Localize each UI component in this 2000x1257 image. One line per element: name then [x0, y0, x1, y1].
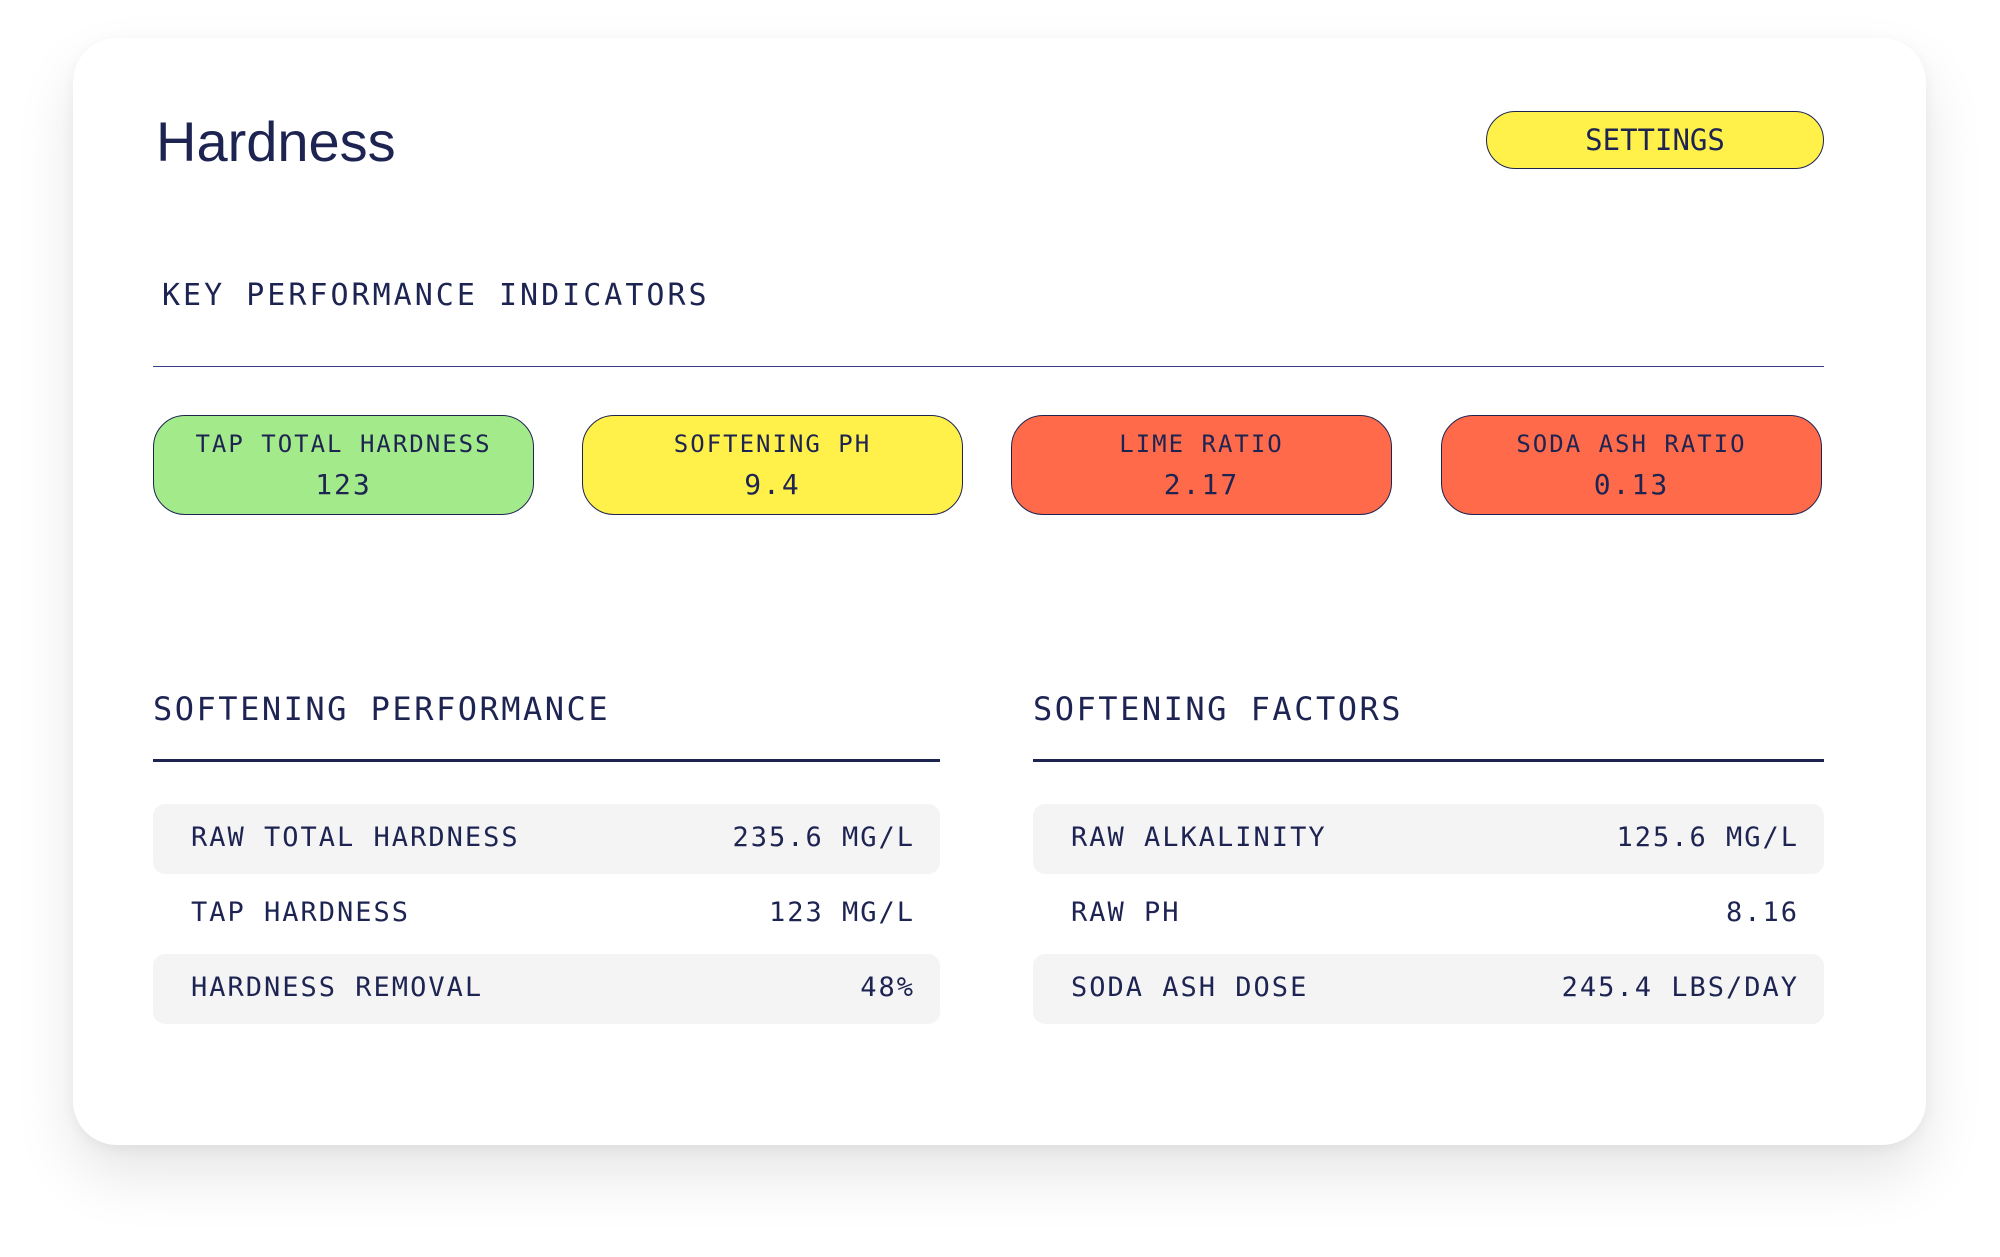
metric-value: 245.4 LBS/DAY — [1561, 972, 1799, 1003]
section-title: SOFTENING FACTORS — [1033, 690, 1404, 728]
settings-button[interactable]: SETTINGS — [1486, 111, 1824, 169]
kpi-card: SODA ASH RATIO 0.13 — [1441, 415, 1822, 515]
metric-value: 123 MG/L — [768, 897, 915, 928]
metric-label: SODA ASH DOSE — [1071, 972, 1309, 1003]
divider — [153, 759, 940, 762]
kpi-card: TAP TOTAL HARDNESS 123 — [153, 415, 534, 515]
section-title: SOFTENING PERFORMANCE — [153, 690, 611, 728]
metric-label: RAW TOTAL HARDNESS — [191, 822, 520, 853]
kpi-value: 9.4 — [744, 468, 801, 501]
metric-value: 125.6 MG/L — [1616, 822, 1799, 853]
kpi-value: 123 — [315, 468, 372, 501]
metric-label: RAW PH — [1071, 897, 1181, 928]
metric-value: 235.6 MG/L — [732, 822, 915, 853]
kpi-card: SOFTENING PH 9.4 — [582, 415, 963, 515]
kpi-value: 2.17 — [1163, 468, 1240, 501]
section-title: KEY PERFORMANCE INDICATORS — [162, 278, 710, 313]
kpi-card: LIME RATIO 2.17 — [1011, 415, 1392, 515]
metric-row: TAP HARDNESS 123 MG/L — [153, 879, 940, 949]
metric-row: SODA ASH DOSE 245.4 LBS/DAY — [1033, 954, 1824, 1024]
metric-row: RAW PH 8.16 — [1033, 879, 1824, 949]
metric-label: TAP HARDNESS — [191, 897, 411, 928]
metric-value: 8.16 — [1725, 897, 1799, 928]
kpi-label: LIME RATIO — [1119, 430, 1284, 458]
kpi-label: SODA ASH RATIO — [1516, 430, 1747, 458]
divider — [153, 366, 1824, 367]
metric-value: 48% — [860, 972, 915, 1003]
divider — [1033, 759, 1824, 762]
kpi-value: 0.13 — [1593, 468, 1670, 501]
metric-row: RAW ALKALINITY 125.6 MG/L — [1033, 804, 1824, 874]
metric-label: RAW ALKALINITY — [1071, 822, 1327, 853]
metric-row: RAW TOTAL HARDNESS 235.6 MG/L — [153, 804, 940, 874]
kpi-label: TAP TOTAL HARDNESS — [195, 430, 492, 458]
metric-label: HARDNESS REMOVAL — [191, 972, 484, 1003]
page-title: Hardness — [156, 110, 396, 173]
metric-row: HARDNESS REMOVAL 48% — [153, 954, 940, 1024]
kpi-label: SOFTENING PH — [673, 430, 872, 458]
